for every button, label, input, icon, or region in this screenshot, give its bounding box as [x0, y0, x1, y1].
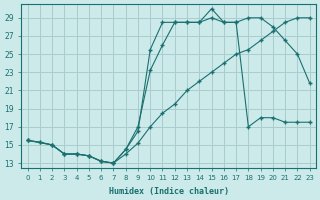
- X-axis label: Humidex (Indice chaleur): Humidex (Indice chaleur): [108, 187, 228, 196]
